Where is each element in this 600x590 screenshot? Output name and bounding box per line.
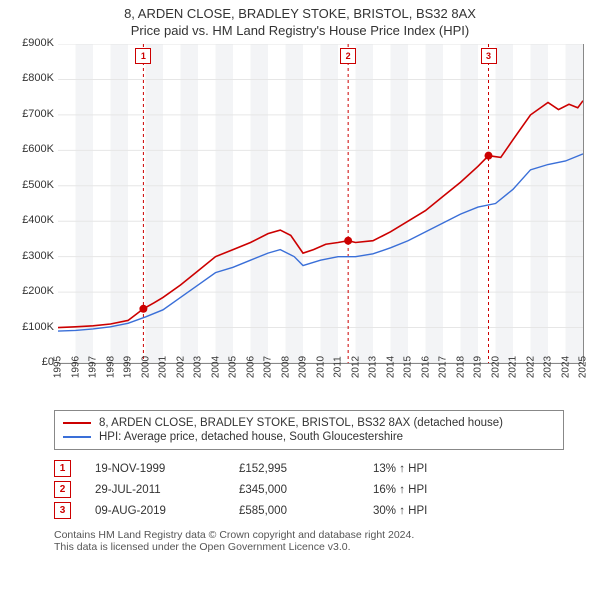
x-tick-label: 1997 bbox=[88, 356, 99, 378]
legend-row: HPI: Average price, detached house, Sout… bbox=[63, 431, 555, 443]
x-tick-label: 2016 bbox=[420, 356, 431, 378]
y-tick-label: £200K bbox=[14, 285, 54, 297]
y-tick-label: £500K bbox=[14, 179, 54, 191]
x-tick-label: 2007 bbox=[263, 356, 274, 378]
plot-region bbox=[58, 44, 584, 364]
x-tick-label: 1996 bbox=[70, 356, 81, 378]
y-tick-label: £600K bbox=[14, 143, 54, 155]
legend-label: 8, ARDEN CLOSE, BRADLEY STOKE, BRISTOL, … bbox=[99, 417, 503, 429]
x-tick-label: 1999 bbox=[123, 356, 134, 378]
y-tick-label: £700K bbox=[14, 108, 54, 120]
sale-price: £585,000 bbox=[239, 505, 349, 517]
y-tick-label: £100K bbox=[14, 321, 54, 333]
legend-box: 8, ARDEN CLOSE, BRADLEY STOKE, BRISTOL, … bbox=[54, 410, 564, 450]
y-tick-label: £300K bbox=[14, 250, 54, 262]
x-tick-label: 2003 bbox=[193, 356, 204, 378]
sale-marker-icon: 2 bbox=[54, 481, 71, 498]
x-tick-label: 1998 bbox=[105, 356, 116, 378]
sales-table: 1 19-NOV-1999 £152,995 13% ↑ HPI 2 29-JU… bbox=[54, 456, 564, 523]
y-tick-label: £900K bbox=[14, 37, 54, 49]
plot-sale-marker: 2 bbox=[340, 48, 356, 64]
x-tick-label: 2009 bbox=[298, 356, 309, 378]
legend-swatch bbox=[63, 422, 91, 424]
x-tick-label: 2006 bbox=[245, 356, 256, 378]
y-tick-label: £0 bbox=[14, 356, 54, 368]
x-tick-label: 2017 bbox=[438, 356, 449, 378]
y-tick-label: £800K bbox=[14, 72, 54, 84]
x-tick-label: 2011 bbox=[333, 356, 344, 378]
plot-sale-marker: 3 bbox=[481, 48, 497, 64]
legend-row: 8, ARDEN CLOSE, BRADLEY STOKE, BRISTOL, … bbox=[63, 417, 555, 429]
x-tick-label: 2010 bbox=[315, 356, 326, 378]
sale-marker-icon: 1 bbox=[54, 460, 71, 477]
plot-sale-marker: 1 bbox=[135, 48, 151, 64]
sale-price: £152,995 bbox=[239, 463, 349, 475]
plot-svg bbox=[58, 44, 583, 363]
sale-row: 1 19-NOV-1999 £152,995 13% ↑ HPI bbox=[54, 460, 564, 477]
legend-label: HPI: Average price, detached house, Sout… bbox=[99, 431, 403, 443]
footer-line-2: This data is licensed under the Open Gov… bbox=[54, 541, 564, 553]
x-tick-label: 2023 bbox=[543, 356, 554, 378]
title-line-2: Price paid vs. HM Land Registry's House … bbox=[10, 23, 590, 38]
x-tick-label: 2024 bbox=[560, 356, 571, 378]
title-line-1: 8, ARDEN CLOSE, BRADLEY STOKE, BRISTOL, … bbox=[10, 6, 590, 21]
sale-price: £345,000 bbox=[239, 484, 349, 496]
x-tick-label: 2013 bbox=[368, 356, 379, 378]
x-tick-label: 2019 bbox=[473, 356, 484, 378]
x-tick-label: 2014 bbox=[385, 356, 396, 378]
x-tick-label: 2012 bbox=[350, 356, 361, 378]
sale-date: 19-NOV-1999 bbox=[95, 463, 215, 475]
sale-date: 29-JUL-2011 bbox=[95, 484, 215, 496]
x-tick-label: 2004 bbox=[210, 356, 221, 378]
x-tick-label: 2005 bbox=[228, 356, 239, 378]
x-tick-label: 2022 bbox=[525, 356, 536, 378]
chart-area: £0 £100K £200K £300K £400K £500K £600K £700K £80… bbox=[14, 44, 590, 402]
x-tick-label: 2015 bbox=[403, 356, 414, 378]
x-tick-label: 2025 bbox=[578, 356, 589, 378]
sale-marker-icon: 3 bbox=[54, 502, 71, 519]
sale-date: 09-AUG-2019 bbox=[95, 505, 215, 517]
footer-line-1: Contains HM Land Registry data © Crown c… bbox=[54, 529, 564, 541]
footer-attribution: Contains HM Land Registry data © Crown c… bbox=[54, 529, 564, 553]
sale-row: 2 29-JUL-2011 £345,000 16% ↑ HPI bbox=[54, 481, 564, 498]
x-tick-label: 2020 bbox=[490, 356, 501, 378]
sale-row: 3 09-AUG-2019 £585,000 30% ↑ HPI bbox=[54, 502, 564, 519]
legend-swatch bbox=[63, 436, 91, 438]
x-tick-label: 1995 bbox=[53, 356, 64, 378]
x-tick-label: 2001 bbox=[158, 356, 169, 378]
chart-titles: 8, ARDEN CLOSE, BRADLEY STOKE, BRISTOL, … bbox=[10, 6, 590, 44]
x-tick-label: 2018 bbox=[455, 356, 466, 378]
sale-delta: 13% ↑ HPI bbox=[373, 463, 483, 475]
y-tick-label: £400K bbox=[14, 214, 54, 226]
x-tick-label: 2002 bbox=[175, 356, 186, 378]
sale-delta: 16% ↑ HPI bbox=[373, 484, 483, 496]
x-tick-label: 2008 bbox=[280, 356, 291, 378]
x-tick-label: 2000 bbox=[140, 356, 151, 378]
x-tick-label: 2021 bbox=[508, 356, 519, 378]
sale-delta: 30% ↑ HPI bbox=[373, 505, 483, 517]
